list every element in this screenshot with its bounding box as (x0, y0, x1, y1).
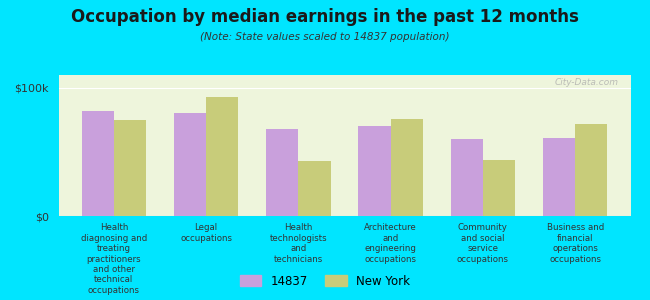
Text: Health
technologists
and
technicians: Health technologists and technicians (270, 224, 327, 264)
Text: (Note: State values scaled to 14837 population): (Note: State values scaled to 14837 popu… (200, 32, 450, 41)
Text: Health
diagnosing and
treating
practitioners
and other
technical
occupations: Health diagnosing and treating practitio… (81, 224, 147, 295)
Text: Architecture
and
engineering
occupations: Architecture and engineering occupations (364, 224, 417, 264)
Bar (266, 129, 298, 216)
Bar (298, 161, 331, 216)
Bar (543, 138, 575, 216)
Text: Occupation by median earnings in the past 12 months: Occupation by median earnings in the pas… (71, 8, 579, 26)
Bar (81, 111, 114, 216)
Bar (206, 97, 239, 216)
Text: Legal
occupations: Legal occupations (180, 224, 232, 243)
Bar (391, 118, 423, 216)
Bar (575, 124, 608, 216)
Bar (450, 139, 483, 216)
Legend: 14837, New York: 14837, New York (237, 271, 413, 291)
Bar (174, 113, 206, 216)
Bar (358, 126, 391, 216)
Text: City-Data.com: City-Data.com (555, 78, 619, 87)
Bar (114, 120, 146, 216)
Text: Business and
financial
operations
occupations: Business and financial operations occupa… (547, 224, 604, 264)
Bar (483, 160, 515, 216)
Text: Community
and social
service
occupations: Community and social service occupations (457, 224, 509, 264)
